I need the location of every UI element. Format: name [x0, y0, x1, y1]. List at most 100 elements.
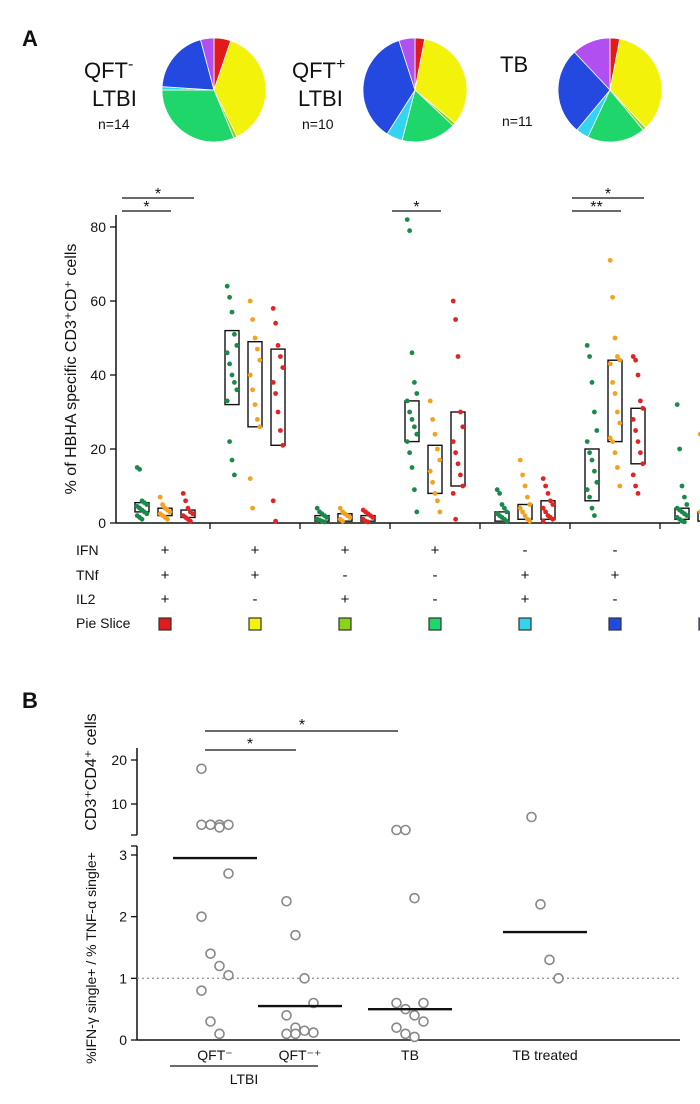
data-point: [633, 357, 638, 363]
y-tick-label: 40: [90, 367, 106, 383]
data-point: [553, 973, 564, 984]
data-point: [214, 822, 225, 833]
sign-tnf: +: [161, 567, 170, 584]
data-point: [404, 217, 410, 223]
data-point: [409, 465, 415, 470]
y-tick-label: 0: [119, 1032, 127, 1048]
data-point: [409, 892, 420, 904]
data-point: [679, 483, 685, 489]
box: [517, 503, 533, 521]
data-point: [205, 1016, 216, 1027]
pie-slice: [161, 89, 235, 143]
data-point: [409, 350, 415, 356]
data-point: [458, 409, 463, 415]
data-point: [640, 461, 646, 467]
data-point: [617, 420, 623, 426]
data-point: [430, 479, 435, 485]
data-point: [674, 402, 680, 407]
data-point: [450, 439, 456, 444]
data-point: [232, 331, 237, 337]
data-point: [527, 502, 533, 507]
data-point: [337, 505, 343, 511]
data-point: [504, 509, 510, 515]
data-point: [607, 435, 613, 441]
significance-label: *: [155, 186, 161, 203]
data-point: [275, 409, 281, 415]
data-point: [280, 365, 286, 370]
data-point: [453, 317, 458, 322]
row-label-il2: IL2: [76, 591, 96, 607]
data-point: [308, 1027, 319, 1038]
data-point: [404, 398, 410, 404]
data-point: [592, 409, 597, 415]
pie-slice: [414, 38, 468, 124]
data-point: [273, 391, 278, 396]
data-point: [635, 439, 641, 444]
data-point: [160, 502, 166, 507]
data-point: [418, 1016, 429, 1027]
data-point: [612, 335, 618, 341]
sign-ifn: +: [161, 542, 170, 559]
data-point: [227, 294, 233, 300]
x-category-label: QFT⁻: [197, 1047, 232, 1063]
data-point: [502, 505, 507, 511]
data-point: [697, 509, 700, 515]
data-point: [594, 479, 600, 485]
data-point: [594, 428, 600, 433]
pie-slice: [200, 37, 215, 91]
data-point: [232, 380, 237, 385]
data-point: [610, 380, 615, 385]
data-point: [299, 973, 310, 984]
significance-label: *: [605, 186, 611, 203]
data-point: [412, 380, 417, 385]
data-point: [520, 509, 525, 515]
row-label-tnf: TNf: [76, 567, 99, 583]
x-category-label: TB treated: [512, 1047, 577, 1063]
data-point: [455, 461, 461, 467]
x-category-label: TB: [401, 1047, 419, 1063]
data-point: [247, 372, 253, 378]
data-point: [407, 228, 412, 234]
data-point: [522, 483, 528, 489]
pie-title: QFT-: [84, 56, 133, 83]
data-point: [432, 491, 438, 496]
data-point: [400, 1028, 411, 1040]
group-4: TB treated: [503, 811, 587, 1063]
data-point: [540, 518, 546, 524]
data-point: [540, 505, 546, 511]
data-point: [435, 498, 440, 504]
category-5: - + +: [479, 457, 556, 631]
sign-tnf: -: [343, 567, 348, 584]
data-point: [544, 954, 555, 966]
data-point: [270, 306, 276, 311]
data-point: [196, 763, 207, 775]
y-axis-title: % of HBHA specific CD3⁺CD⁺ cells: [63, 244, 80, 495]
data-point: [205, 948, 216, 959]
sign-ifn: -: [613, 542, 618, 559]
data-point: [418, 997, 429, 1009]
y-tick-label: 0: [98, 515, 106, 531]
data-point: [278, 354, 283, 359]
data-point: [234, 343, 240, 348]
data-point: [250, 317, 256, 322]
data-point: [270, 380, 276, 385]
box: [247, 341, 263, 428]
data-point: [592, 468, 597, 474]
pie-chart-3: TB n=11: [500, 37, 663, 143]
data-point: [281, 1010, 292, 1021]
data-point: [545, 491, 551, 496]
y-tick-label: 20: [111, 752, 127, 768]
sign-il2: -: [433, 591, 438, 608]
data-point: [550, 502, 556, 507]
data-point: [234, 387, 240, 393]
box: [224, 329, 240, 406]
data-point: [450, 298, 456, 304]
pie-slice: [557, 51, 611, 131]
data-point: [453, 516, 458, 522]
data-point: [214, 960, 225, 972]
data-point: [255, 417, 260, 422]
data-point: [273, 320, 278, 326]
y-tick-label: 80: [90, 219, 106, 235]
data-point: [227, 439, 233, 444]
